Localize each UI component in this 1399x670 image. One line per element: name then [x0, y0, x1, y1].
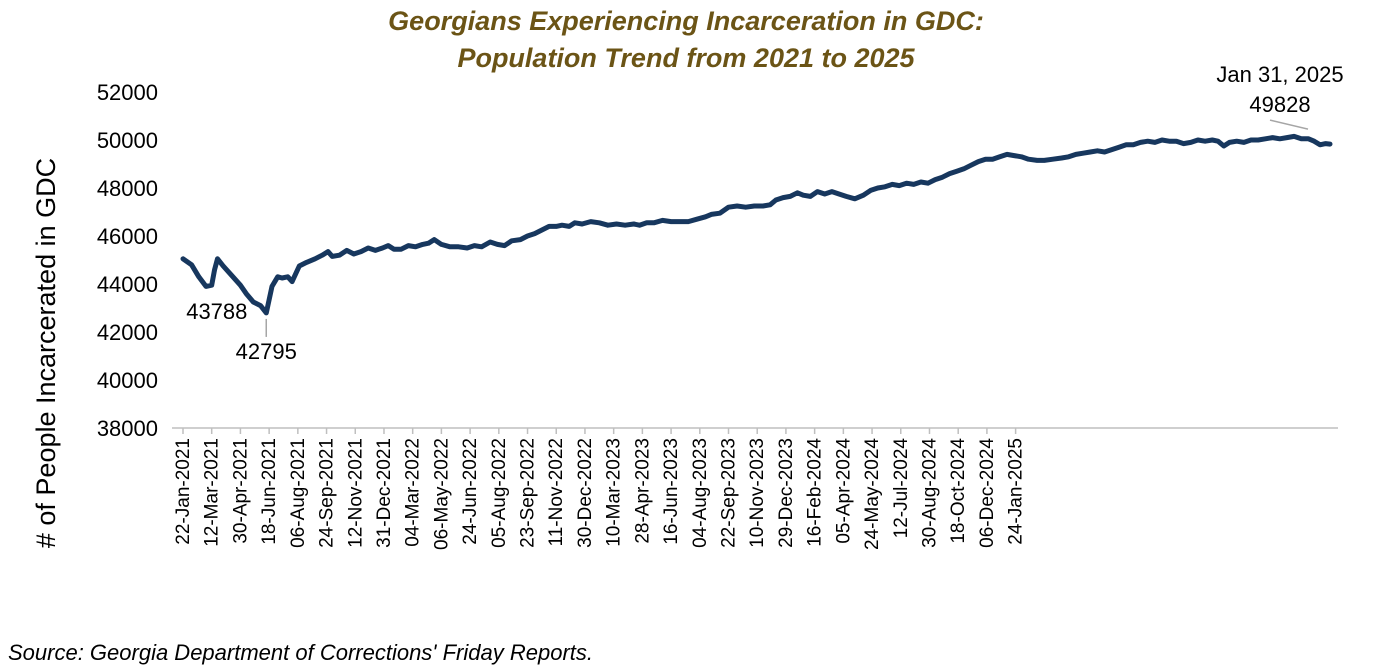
x-tick-label: 10-Mar-2023 — [604, 438, 625, 547]
y-axis-label: # of People Incarcerated in GDC — [31, 158, 61, 548]
source-note: Source: Georgia Department of Correction… — [8, 640, 593, 665]
y-tick-label: 38000 — [97, 416, 158, 441]
y-tick-label: 40000 — [97, 368, 158, 393]
x-tick-label: 06-May-2022 — [431, 438, 452, 550]
x-tick-label: 16-Feb-2024 — [805, 438, 826, 547]
x-tick-label: 05-Aug-2022 — [489, 438, 510, 548]
x-tick-label: 10-Nov-2023 — [747, 438, 768, 548]
x-tick-label: 12-Mar-2021 — [202, 438, 223, 547]
x-tick-label: 06-Dec-2024 — [977, 438, 998, 548]
x-tick-label: 12-Jul-2024 — [891, 438, 912, 539]
annotation-leader-end — [1269, 119, 1309, 130]
series-line — [180, 133, 1333, 316]
annotation-label-low-2021: 43788 — [186, 299, 247, 324]
x-tick-label: 30-Apr-2021 — [230, 438, 251, 544]
x-tick-label: 24-Jun-2022 — [460, 438, 481, 545]
x-axis — [172, 427, 1338, 434]
y-tick-label: 42000 — [97, 320, 158, 345]
y-tick-label: 50000 — [97, 128, 158, 153]
x-tick-label: 24-Jan-2025 — [1006, 438, 1027, 545]
x-tick-label: 31-Dec-2021 — [374, 438, 395, 548]
annotation-label-end-value: 49828 — [1249, 92, 1310, 117]
x-tick-labels: 22-Jan-2021 12-Mar-2021 30-Apr-2021 18-Jun-… — [173, 438, 1027, 550]
chart-title-line-1: Georgians Experiencing Incarceration in … — [388, 6, 984, 36]
chart-title-line-2: Population Trend from 2021 to 2025 — [457, 43, 915, 73]
y-tick-label: 46000 — [97, 224, 158, 249]
line-chart: Georgians Experiencing Incarceration in … — [31, 6, 1344, 550]
x-tick-label: 22-Jan-2021 — [173, 438, 194, 545]
x-tick-label: 22-Sep-2023 — [719, 438, 740, 548]
x-tick-label: 29-Dec-2023 — [776, 438, 797, 548]
annotation-label-end-date: Jan 31, 2025 — [1216, 62, 1343, 87]
x-tick-label: 04-Aug-2023 — [690, 438, 711, 548]
x-tick-label: 04-Mar-2022 — [403, 438, 424, 547]
y-tick-label: 48000 — [97, 176, 158, 201]
x-tick-label: 30-Aug-2024 — [919, 438, 940, 548]
x-tick-label: 28-Apr-2023 — [632, 438, 653, 544]
x-tick-label: 06-Aug-2021 — [288, 438, 309, 548]
series-group — [180, 133, 1333, 316]
annotation-label-min: 42795 — [236, 339, 297, 364]
x-tick-label: 24-Sep-2021 — [317, 438, 338, 548]
y-tick-labels: 52000 50000 48000 46000 44000 42000 40000 38000 — [97, 80, 158, 441]
x-tick-label: 12-Nov-2021 — [345, 438, 366, 548]
x-tick-label: 05-Apr-2024 — [833, 438, 854, 544]
x-tick-label: 30-Dec-2022 — [575, 438, 596, 548]
x-tick-label: 23-Sep-2022 — [518, 438, 539, 548]
x-tick-label: 18-Jun-2021 — [259, 438, 280, 545]
x-tick-label: 24-May-2024 — [862, 438, 883, 550]
y-tick-label: 52000 — [97, 80, 158, 105]
x-tick-label: 16-Jun-2023 — [661, 438, 682, 545]
y-tick-label: 44000 — [97, 272, 158, 297]
x-tick-label: 11-Nov-2022 — [546, 438, 567, 546]
annotations: 43788 42795 Jan 31, 2025 49828 — [186, 62, 1343, 364]
x-tick-label: 18-Oct-2024 — [948, 438, 969, 544]
